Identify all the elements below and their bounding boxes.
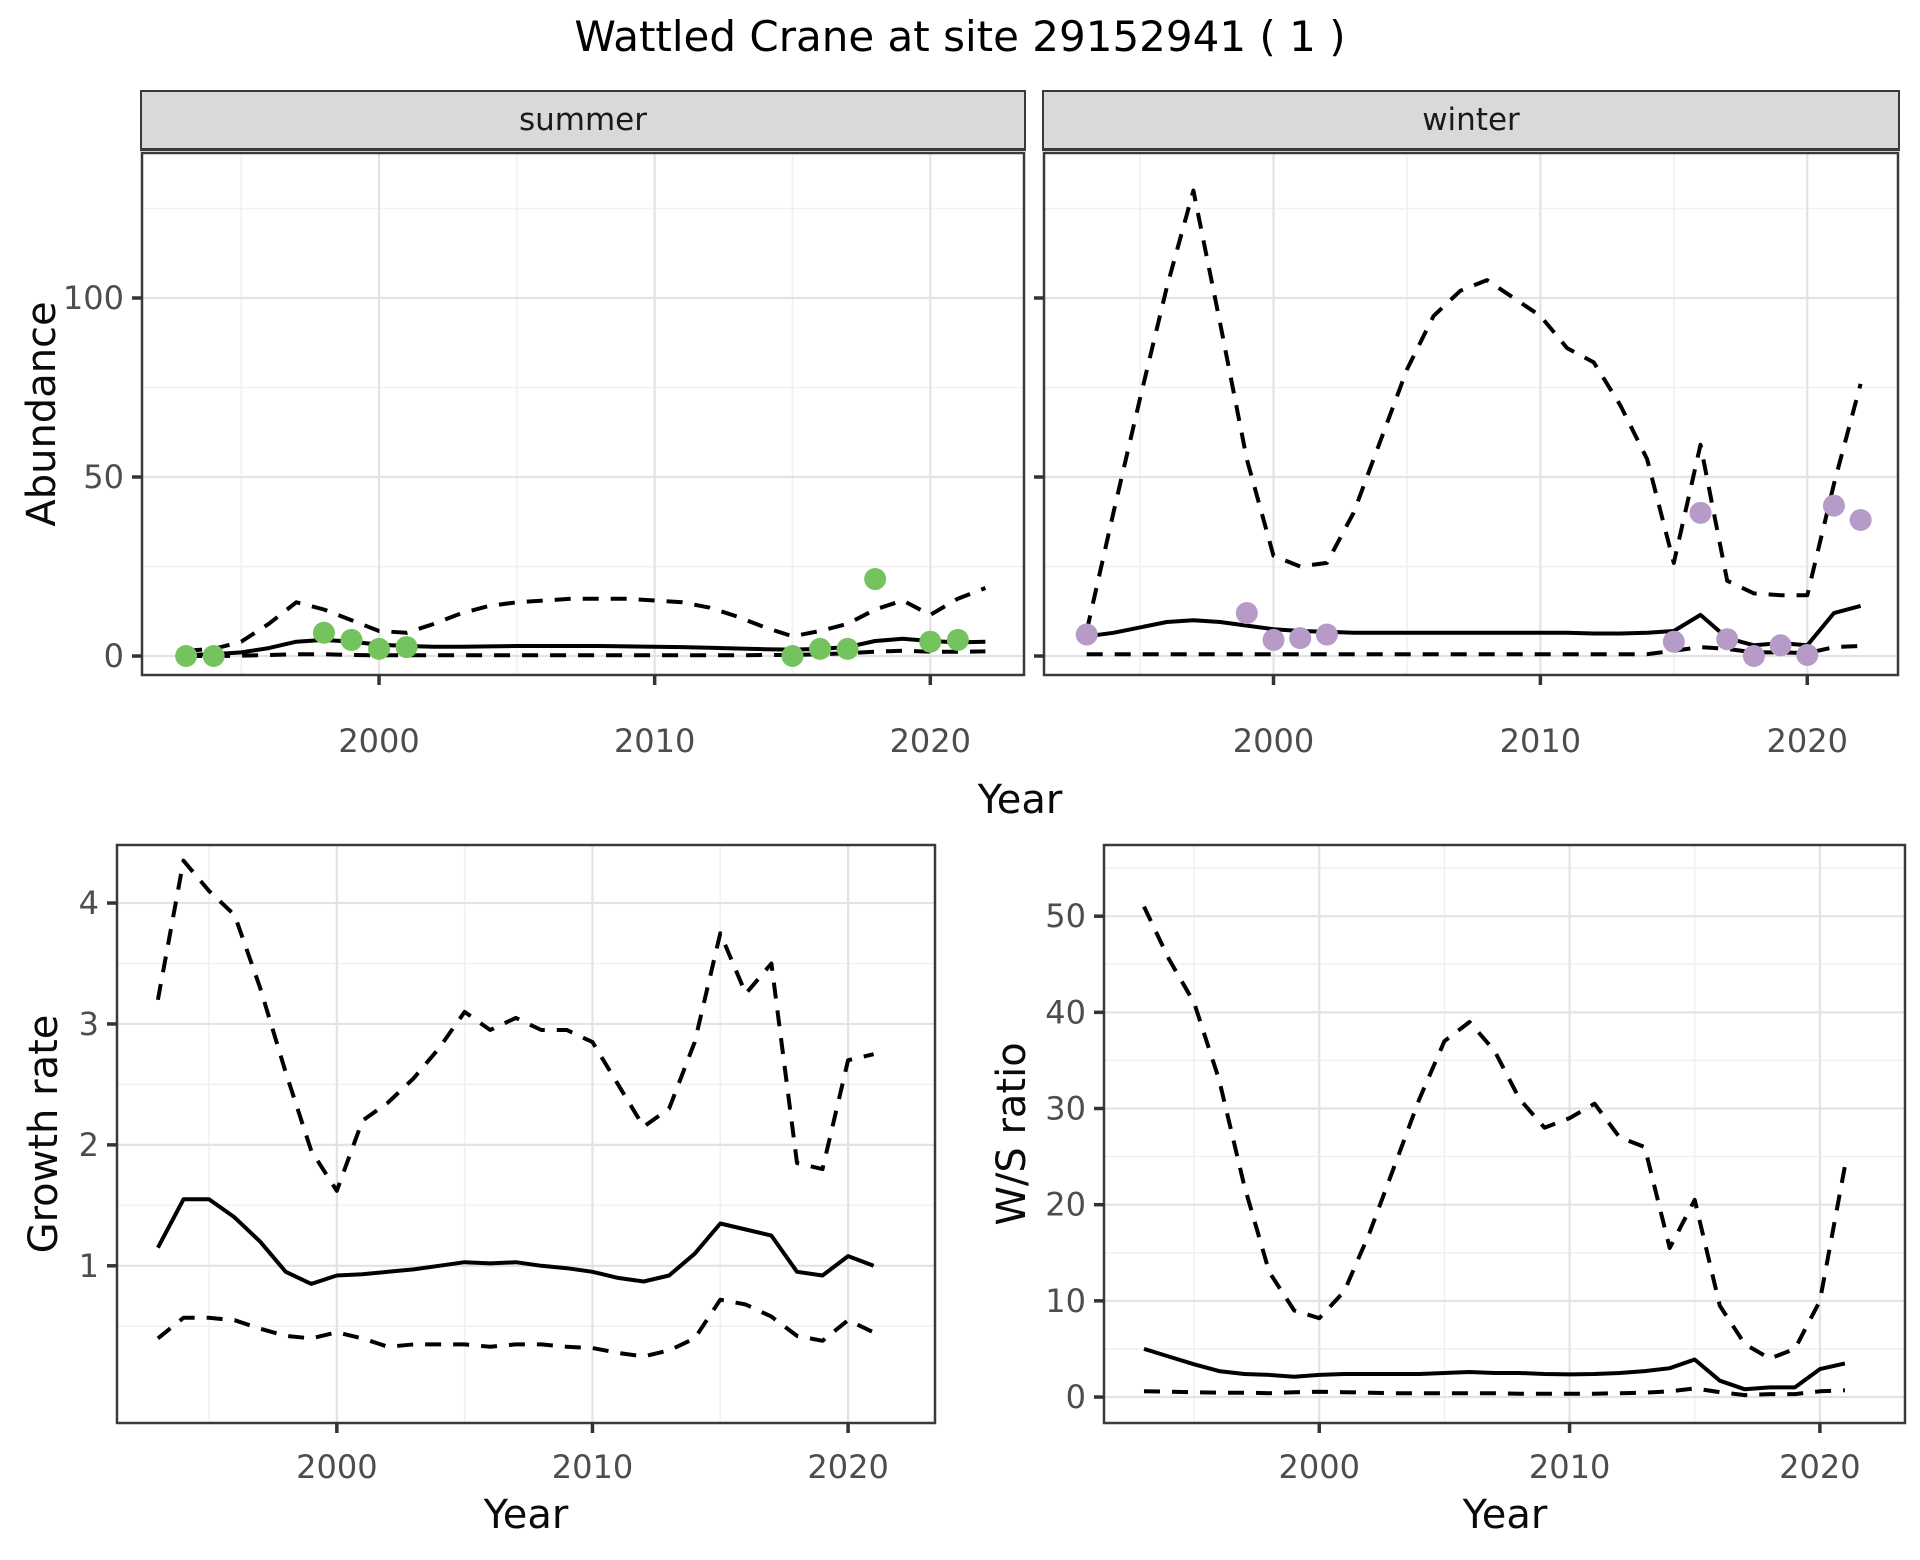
x-axis-tick-label: 2000: [338, 722, 419, 760]
data-point: [1315, 623, 1338, 646]
x-axis-tick-label: 2010: [614, 722, 695, 760]
data-point: [395, 636, 418, 659]
y-axis-tick-label: 3: [79, 1005, 99, 1043]
panel-growth-rate: 2000 2010 2020 1 2 3 4: [79, 843, 937, 1486]
x-axis-tick-label: 2010: [1529, 1448, 1610, 1486]
y-axis-tick-label: 10: [1045, 1282, 1086, 1320]
data-point: [1742, 645, 1765, 668]
data-point: [175, 645, 198, 668]
upper-ci-line: [155, 858, 875, 1193]
x-axis-tick-label: 2000: [1279, 1448, 1360, 1486]
data-point: [1769, 634, 1792, 657]
data-point: [312, 621, 335, 644]
panel-border: [140, 151, 1026, 677]
data-point: [1849, 508, 1872, 531]
y-axis-tick-label: 100: [63, 279, 124, 317]
x-axis-tick-label: 2010: [552, 1448, 633, 1486]
upper-ci-line: [185, 586, 987, 653]
median-line: [156, 1197, 875, 1286]
y-axis-tick-label: 0: [1066, 1378, 1086, 1416]
panel-border: [115, 843, 937, 1425]
panel-border: [1102, 843, 1907, 1425]
upper-ci-line: [1084, 188, 1863, 632]
facet-strip-winter-label: winter: [1422, 102, 1520, 138]
y-axis-tick-label: 2: [79, 1126, 99, 1164]
x-axis-tick-label: 2020: [1779, 1448, 1860, 1486]
data-point: [1235, 602, 1258, 625]
x-axis-tick-label: 2010: [1500, 722, 1581, 760]
facet-strip-winter: winter: [1042, 90, 1900, 151]
median-line: [1143, 1346, 1846, 1392]
x-axis-tick-label: 2020: [890, 722, 971, 760]
panel-abundance-summer: 2000 2010 2020 0 50 100: [63, 151, 1026, 760]
data-point: [809, 637, 832, 660]
median-line: [1086, 603, 1862, 648]
x-axis-tick-label: 2000: [296, 1448, 377, 1486]
data-point: [836, 637, 859, 660]
lower-ci-line: [156, 1297, 875, 1359]
panel-border: [1042, 151, 1900, 677]
page-title: Wattled Crane at site 29152941 ( 1 ): [574, 12, 1346, 61]
panel-abundance-winter: 2000 2010 2020: [1034, 151, 1900, 760]
data-point: [1289, 627, 1312, 650]
data-point: [919, 630, 942, 653]
lower-ci-line: [1143, 1386, 1845, 1398]
y-axis-tick-label: 1: [79, 1247, 99, 1285]
data-point: [1262, 628, 1285, 651]
x-axis-title-year-top: Year: [977, 777, 1063, 823]
data-point: [368, 637, 391, 660]
y-axis-tick-label: 40: [1045, 993, 1086, 1031]
y-axis-tick-label: 20: [1045, 1186, 1086, 1224]
lower-ci-line: [186, 648, 986, 658]
data-point: [781, 645, 804, 668]
data-point: [1075, 623, 1098, 646]
y-axis-tick-label: 4: [79, 884, 99, 922]
data-point: [1662, 630, 1685, 653]
x-axis-tick-label: 2020: [1767, 722, 1848, 760]
data-point: [864, 568, 887, 591]
panel-ws-ratio: 2000 2010 2020 0 10 20 30 40 50: [1045, 843, 1907, 1486]
data-point: [1716, 628, 1739, 651]
data-point: [1796, 643, 1819, 666]
y-axis-tick-label: 50: [83, 458, 124, 496]
facet-strip-summer: summer: [140, 90, 1026, 151]
facet-strip-summer-label: summer: [518, 102, 647, 138]
y-axis-tick-label: 50: [1045, 897, 1086, 935]
data-point: [202, 645, 225, 668]
data-point: [946, 628, 969, 651]
data-point: [1689, 501, 1712, 524]
x-axis-tick-label: 2020: [807, 1448, 888, 1486]
x-axis-title-year-bottom-left: Year: [483, 1492, 569, 1538]
data-point: [340, 628, 363, 651]
y-axis-tick-label: 0: [104, 637, 124, 675]
upper-ci-line: [1142, 905, 1847, 1361]
data-point: [1822, 494, 1845, 517]
x-axis-title-year-bottom-right: Year: [1462, 1492, 1548, 1538]
x-axis-tick-label: 2000: [1233, 722, 1314, 760]
lower-ci-line: [1086, 644, 1861, 657]
y-axis-tick-label: 30: [1045, 1090, 1086, 1128]
